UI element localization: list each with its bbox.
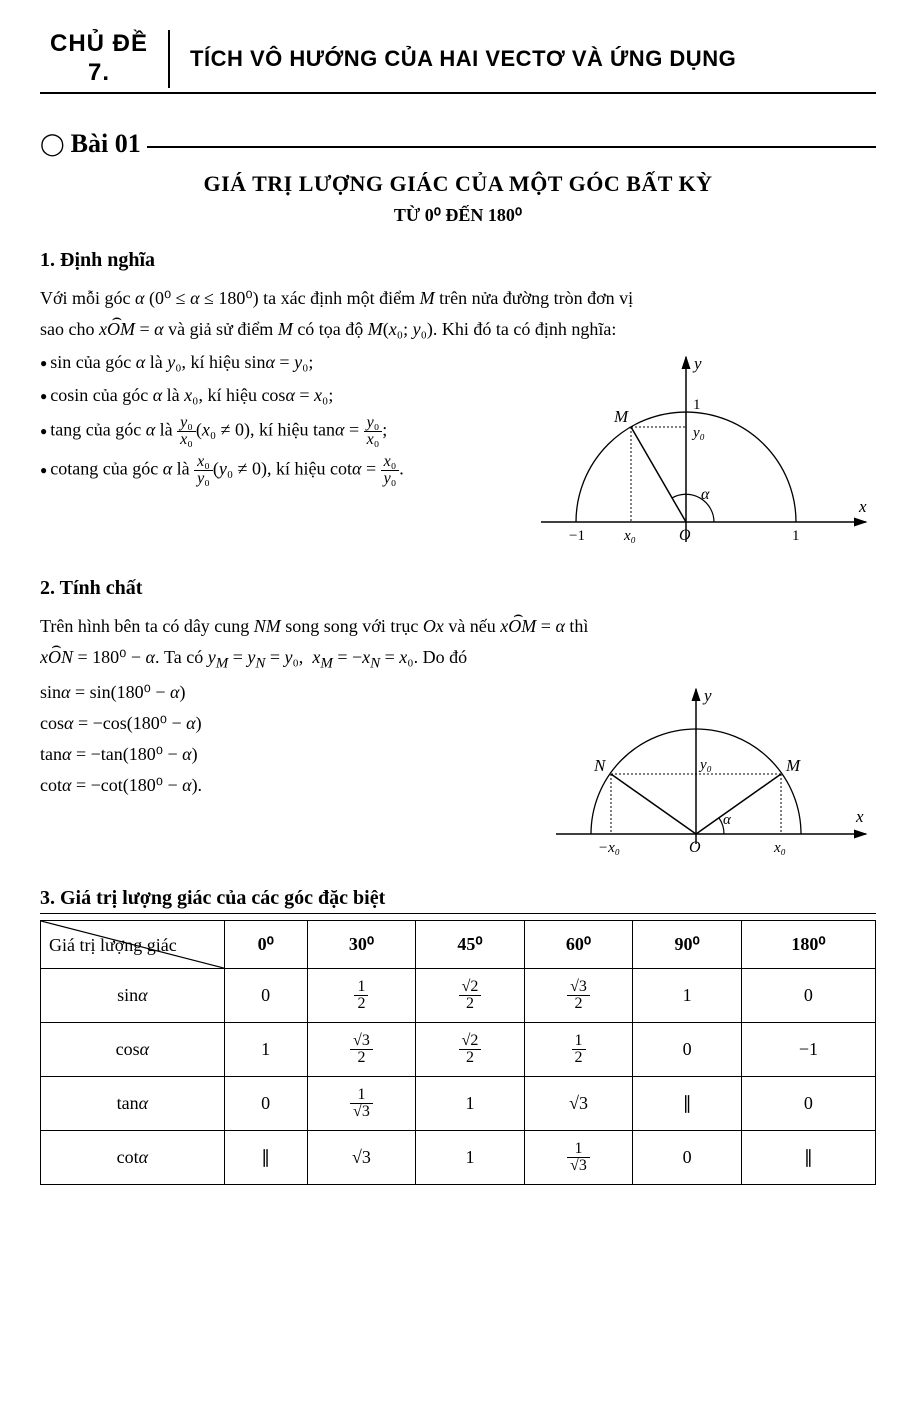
svg-text:N: N [593, 756, 607, 775]
svg-text:−x₀: −x₀ [598, 840, 620, 856]
sec1-heading: 1. Định nghĩa [40, 245, 876, 275]
sec1-body: Với mỗi góc α (0⁰ ≤ α ≤ 180⁰) ta xác địn… [40, 281, 876, 557]
svg-text:y₀: y₀ [691, 425, 705, 441]
chapter-top: CHỦ ĐỀ [50, 30, 148, 57]
svg-text:1: 1 [693, 397, 701, 413]
trig-values-table: Giá trị lượng giác 0⁰ 30⁰ 45⁰ 60⁰ 90⁰ 18… [40, 920, 876, 1185]
lesson-title: GIÁ TRỊ LƯỢNG GIÁC CỦA MỘT GÓC BẤT KỲ [40, 167, 876, 200]
sec2-para2: xON = 180⁰ − α. Ta có yM = yN = y₀, xM =… [40, 644, 876, 675]
col-45: 45⁰ [416, 920, 525, 968]
lesson-rule [147, 146, 876, 148]
chapter-title: TÍCH VÔ HƯỚNG CỦA HAI VECTƠ VÀ ỨNG DỤNG [170, 30, 876, 88]
sec2-heading: 2. Tính chất [40, 573, 876, 603]
col-90: 90⁰ [633, 920, 742, 968]
table-row: cosα 1 √32 √22 12 0 −1 [41, 1022, 876, 1076]
figure-unit-semicircle: y x 1 M y₀ α −1 x₀ O 1 [536, 347, 876, 557]
svg-text:O: O [679, 527, 691, 544]
table-row: cotα ∥ √3 1 1√3 0 ∥ [41, 1130, 876, 1184]
row-sin: sinα [41, 968, 225, 1022]
row-tan: tanα [41, 1076, 225, 1130]
svg-text:α: α [723, 812, 732, 828]
col-180: 180⁰ [741, 920, 875, 968]
row-cot: cotα [41, 1130, 225, 1184]
svg-text:O: O [689, 839, 701, 856]
svg-text:−1: −1 [569, 528, 585, 544]
svg-text:y: y [702, 686, 712, 705]
table-row: tanα 0 1√3 1 √3 ∥ 0 [41, 1076, 876, 1130]
chapter-label: CHỦ ĐỀ 7. [40, 30, 170, 88]
circle-icon: ◯ [40, 127, 65, 160]
svg-text:M: M [613, 407, 629, 426]
sec2-para1: Trên hình bên ta có dây cung NM song son… [40, 613, 876, 640]
col-0: 0⁰ [224, 920, 307, 968]
row-cos: cosα [41, 1022, 225, 1076]
svg-text:1: 1 [792, 528, 800, 544]
svg-text:x₀: x₀ [773, 840, 786, 856]
table-row: sinα 0 12 √22 √32 1 0 [41, 968, 876, 1022]
svg-text:M: M [785, 756, 801, 775]
svg-text:y: y [692, 354, 702, 373]
svg-text:x₀: x₀ [623, 528, 636, 544]
lesson-label: Bài 01 [71, 124, 141, 163]
lesson-header: ◯ Bài 01 [40, 124, 876, 163]
svg-text:x: x [855, 807, 864, 826]
figure-supplementary: y x N M y₀ α −x₀ O x₀ [546, 679, 876, 869]
lesson-subtitle: TỪ 0⁰ ĐẾN 180⁰ [40, 202, 876, 229]
sec2-body: Trên hình bên ta có dây cung NM song son… [40, 609, 876, 869]
table-header-row: Giá trị lượng giác 0⁰ 30⁰ 45⁰ 60⁰ 90⁰ 18… [41, 920, 876, 968]
sec3-heading: 3. Giá trị lượng giác của các góc đặc bi… [40, 883, 876, 914]
col-30: 30⁰ [307, 920, 416, 968]
svg-text:α: α [701, 486, 710, 503]
page-header: CHỦ ĐỀ 7. TÍCH VÔ HƯỚNG CỦA HAI VECTƠ VÀ… [40, 30, 876, 94]
table-corner: Giá trị lượng giác [41, 920, 225, 968]
sec1-para1: Với mỗi góc α (0⁰ ≤ α ≤ 180⁰) ta xác địn… [40, 285, 876, 312]
svg-text:x: x [858, 497, 867, 516]
col-60: 60⁰ [524, 920, 633, 968]
chapter-number: 7. [88, 59, 110, 86]
sec1-para2: sao cho xOM = α và giả sử điểm M có tọa … [40, 316, 876, 343]
svg-text:y₀: y₀ [698, 757, 712, 773]
